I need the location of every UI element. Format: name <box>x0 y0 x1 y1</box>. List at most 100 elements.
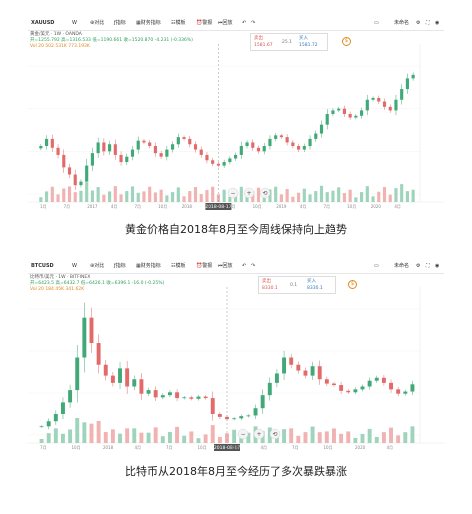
gold-replay-button[interactable]: ⏮回放 <box>218 20 233 26</box>
x-tick-label: 2018 <box>103 445 114 450</box>
gold-redo-icon[interactable]: ↷ <box>251 20 256 26</box>
volume-bar <box>367 428 372 443</box>
gold-caption: 黄金价格自2018年8月至今周线保持向上趋势 <box>125 223 347 236</box>
gold-financials-button[interactable]: ▦财务指标 <box>136 20 161 26</box>
gold-alert-button[interactable]: ⏰警报 <box>196 20 213 26</box>
zoom-button[interactable] <box>269 428 281 440</box>
candle-body <box>210 398 215 414</box>
volume-bar <box>193 187 198 202</box>
gold-indicators-button[interactable]: ƒ指标 <box>114 20 126 26</box>
volume-bar <box>188 191 192 202</box>
btc-currency-icon[interactable]: $ <box>348 280 357 289</box>
zoom-button-icon: ⟲ <box>272 431 277 438</box>
btc-compare-button[interactable]: ⊕对比 <box>90 263 105 269</box>
gold-layout-icon[interactable]: ▭ <box>374 20 379 26</box>
volume-bar <box>176 187 180 202</box>
volume-bar <box>125 428 130 443</box>
candle-body <box>396 389 401 394</box>
volume-bar <box>210 425 215 443</box>
candle-body <box>324 379 329 384</box>
btc-toolbar: BTCUSD W ⊕对比 ƒ指标 ▦财务指标 ☷模板 ⏰警报 ⏮回放 ↶ ↷ ▭… <box>28 259 444 274</box>
volume-bar <box>394 188 398 202</box>
volume-bar <box>332 428 336 443</box>
candle-body <box>153 390 158 398</box>
zoom-button[interactable] <box>243 187 255 199</box>
volume-bar <box>360 433 365 443</box>
candle-body <box>171 144 175 150</box>
btc-fullscreen-icon[interactable]: ⛶ <box>426 263 430 269</box>
x-tick-label: 2019 <box>229 445 240 450</box>
candle-body <box>50 138 54 148</box>
crosshair-date-label: 2018-08-17 <box>214 444 240 451</box>
volume-bar <box>382 187 387 202</box>
btc-candlestick-chart[interactable]: 2018-08-17 7月 10月 2018 4月 7月 10月 2019 4月 7月 10月 202… <box>28 287 444 453</box>
zoom-button[interactable] <box>227 187 239 199</box>
volume-bar <box>308 194 312 202</box>
btc-replay-button[interactable]: ⏮回放 <box>218 263 233 269</box>
candle-body <box>346 390 351 393</box>
gold-legend-ohlc: 开=1255.792 高=1316.533 低=1190.661 收=1520.… <box>30 38 193 43</box>
volume-bar <box>348 189 352 202</box>
btc-layout-name[interactable]: 未命名 <box>394 263 410 269</box>
candle-body <box>53 414 58 422</box>
x-tick-label: 7月 <box>229 204 236 209</box>
volume-bar <box>360 192 364 202</box>
btc-interval-button[interactable]: W <box>72 263 77 269</box>
fx-icon: ƒ <box>114 20 116 26</box>
gold-buy-button[interactable]: 买入 1581.72 <box>299 36 318 48</box>
gold-undo-icon[interactable]: ↶ <box>242 20 247 26</box>
zoom-button[interactable] <box>259 187 271 199</box>
btc-templates-button[interactable]: ☷模板 <box>171 263 186 269</box>
btc-settings-icon[interactable]: ⚙ <box>416 263 421 269</box>
x-tick-label: 2020 <box>371 204 382 209</box>
x-tick-label: 2018 <box>182 204 193 209</box>
btc-camera-icon[interactable]: ◉ <box>435 263 440 269</box>
gold-layout-name[interactable]: 未命名 <box>394 20 410 26</box>
volume-bar <box>118 433 122 443</box>
candle-body <box>217 414 222 417</box>
volume-bar <box>324 431 329 443</box>
volume-bar <box>319 185 324 202</box>
gold-templates-button[interactable]: ☷模板 <box>171 20 186 26</box>
btc-alert-button[interactable]: ⏰警报 <box>196 263 213 269</box>
x-tick-label: 2019 <box>276 204 287 209</box>
btc-redo-icon[interactable]: ↷ <box>251 263 256 269</box>
replay-icon: ⏮ <box>218 263 223 269</box>
btc-legend: 比特币/美元 · 1W · BITFINEX 开=6423.5 高=6432.7… <box>30 275 164 293</box>
gold-symbol-search[interactable]: XAUUSD <box>31 20 55 26</box>
candle-body <box>56 147 60 155</box>
btc-undo-icon[interactable]: ↶ <box>242 263 247 269</box>
gold-settings-icon[interactable]: ⚙ <box>416 20 421 26</box>
candle-body <box>251 142 255 148</box>
candle-body <box>148 142 152 147</box>
volume-bar <box>256 187 261 202</box>
candle-body <box>132 379 137 387</box>
gold-compare-button[interactable]: ⊕对比 <box>90 20 105 26</box>
btc-sell-button[interactable]: 卖出 8330.1 <box>262 279 278 291</box>
gold-candlestick-chart[interactable]: 2018-08-17 1月 7月 2017 4月 7月 10月 2018 4月 7月 10月 2019… <box>28 44 444 212</box>
volume-bar <box>239 436 244 443</box>
candle-body <box>182 137 186 139</box>
gold-fullscreen-icon[interactable]: ⛶ <box>426 20 430 26</box>
volume-bar <box>296 435 301 443</box>
zoom-button[interactable] <box>237 428 249 440</box>
candle-body <box>267 382 272 396</box>
candle-body <box>130 149 135 157</box>
gold-sell-button[interactable]: 卖出 1581.67 <box>254 36 273 48</box>
volume-bar <box>142 191 146 202</box>
candle-body <box>381 377 386 383</box>
btc-financials-button[interactable]: ▦财务指标 <box>136 263 161 269</box>
volume-bar <box>374 436 379 443</box>
btc-layout-icon[interactable]: ▭ <box>374 263 379 269</box>
zoom-button[interactable] <box>253 428 265 440</box>
gold-currency-icon[interactable]: $ <box>342 37 351 46</box>
btc-buy-button[interactable]: 买入 8330.1 <box>307 279 323 291</box>
gold-camera-icon[interactable]: ◉ <box>435 20 440 26</box>
candle-body <box>268 138 272 147</box>
gold-interval-button[interactable]: W <box>72 20 77 26</box>
btc-symbol-search[interactable]: BTCUSD <box>31 263 54 269</box>
btc-indicators-button[interactable]: ƒ指标 <box>114 263 126 269</box>
plus-circle-icon: ⊕ <box>90 263 95 269</box>
candle-body <box>119 154 123 163</box>
volume-bar <box>148 186 152 202</box>
